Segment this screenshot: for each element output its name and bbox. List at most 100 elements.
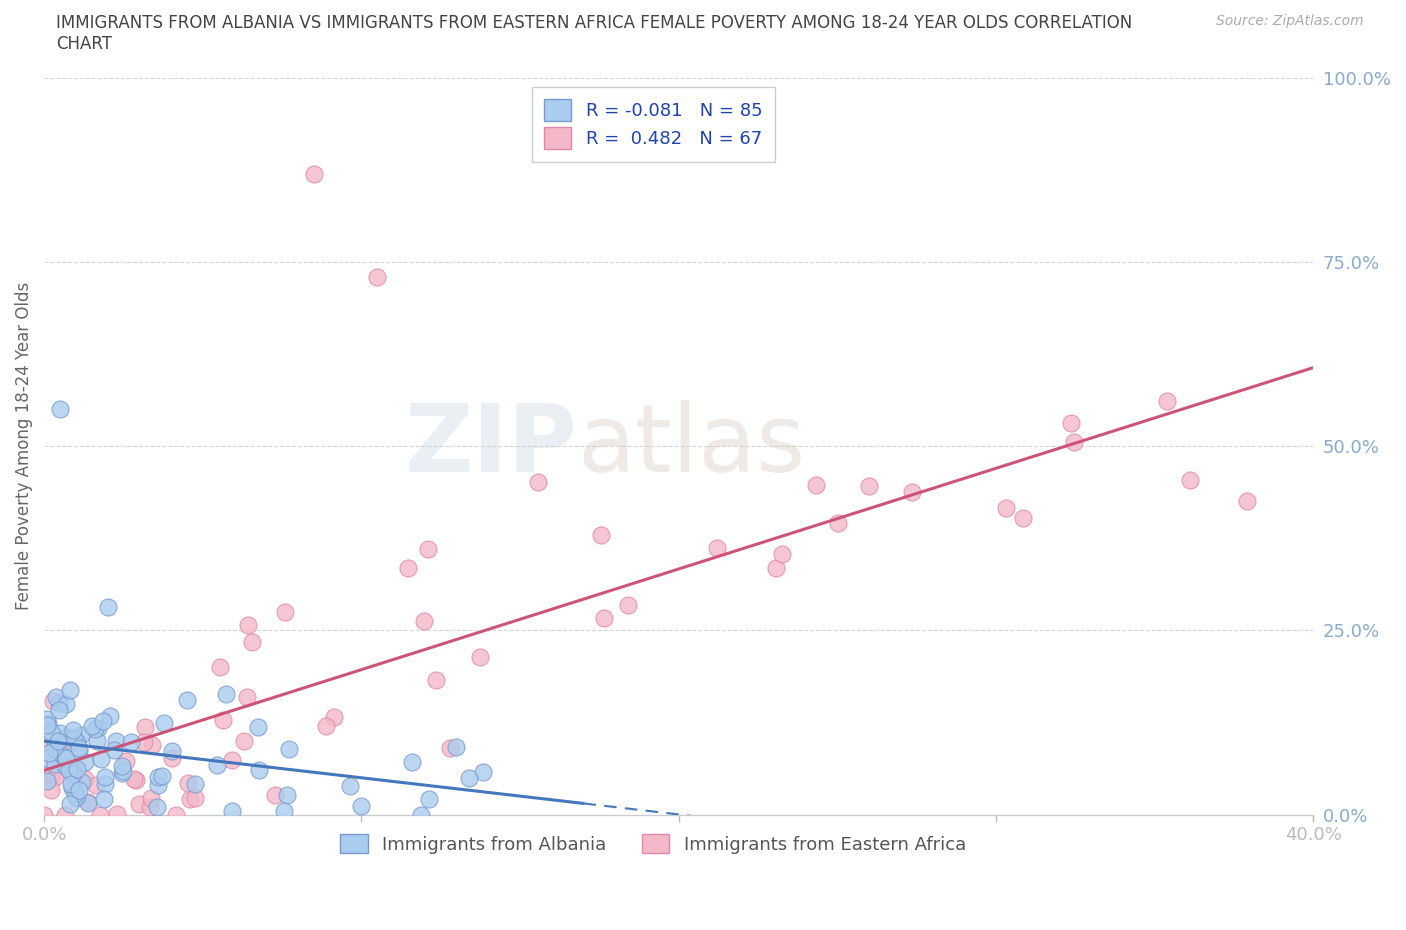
Point [66, 762, 89, 777]
Point [1011, 511, 1033, 525]
Point [302, 166, 325, 181]
Point [76, 795, 98, 810]
Point [55, 760, 77, 775]
Point [44, 739, 66, 754]
Point [110, 765, 132, 780]
Point [444, 740, 467, 755]
Point [153, 716, 176, 731]
Point [38, 746, 60, 761]
Point [146, 800, 169, 815]
Point [98, 709, 121, 724]
Point [67, 743, 90, 758]
Point [37, 774, 59, 789]
Text: IMMIGRANTS FROM ALBANIA VS IMMIGRANTS FROM EASTERN AFRICA FEMALE POVERTY AMONG 1: IMMIGRANTS FROM ALBANIA VS IMMIGRANTS FR… [56, 14, 1132, 32]
Point [44, 756, 66, 771]
Point [1063, 435, 1085, 450]
Point [53, 751, 76, 765]
Point [51, 748, 73, 763]
Point [32, 807, 55, 822]
Legend: Immigrants from Albania, Immigrants from Eastern Africa: Immigrants from Albania, Immigrants from… [333, 827, 973, 861]
Point [60, 780, 83, 795]
Point [165, 807, 187, 822]
Point [273, 804, 295, 818]
Point [1236, 494, 1258, 509]
Point [86, 734, 108, 749]
Point [70, 728, 93, 743]
Point [87, 721, 110, 736]
Point [46, 734, 69, 749]
Point [139, 800, 162, 815]
Point [44, 770, 66, 785]
Point [236, 689, 259, 704]
Point [236, 618, 259, 632]
Point [65, 790, 87, 804]
Point [63, 731, 86, 746]
Point [111, 759, 134, 774]
Point [62, 761, 84, 776]
Text: Source: ZipAtlas.com: Source: ZipAtlas.com [1216, 14, 1364, 28]
Point [58, 763, 80, 777]
Point [160, 744, 183, 759]
Point [209, 659, 232, 674]
Point [35, 767, 58, 782]
Point [141, 737, 163, 752]
Point [63, 787, 86, 802]
Point [91, 713, 114, 728]
Point [55, 697, 77, 711]
Point [457, 770, 479, 785]
Point [37, 716, 59, 731]
Point [315, 718, 337, 733]
Point [184, 790, 207, 805]
Point [706, 541, 728, 556]
Point [120, 735, 142, 750]
Point [470, 650, 492, 665]
Point [66, 735, 89, 750]
Point [105, 734, 128, 749]
Point [56, 730, 79, 745]
Point [48, 702, 70, 717]
Point [89, 807, 111, 822]
Point [177, 776, 200, 790]
Point [264, 787, 287, 802]
Point [67, 783, 90, 798]
Point [53, 807, 76, 822]
Point [278, 741, 301, 756]
Point [84, 722, 107, 737]
Point [38, 736, 60, 751]
Point [134, 735, 156, 750]
Point [49, 725, 72, 740]
Point [42, 694, 65, 709]
Y-axis label: Female Poverty Among 18-24 Year Olds: Female Poverty Among 18-24 Year Olds [15, 282, 32, 610]
Point [770, 547, 793, 562]
Point [69, 740, 91, 755]
Point [211, 712, 233, 727]
Point [249, 763, 271, 777]
Point [55, 751, 77, 766]
Point [39, 782, 62, 797]
Point [56, 732, 79, 747]
Point [246, 720, 269, 735]
Point [44, 690, 66, 705]
Point [103, 742, 125, 757]
Point [827, 516, 849, 531]
Point [589, 527, 612, 542]
Point [322, 710, 344, 724]
Point [59, 777, 82, 791]
Point [1060, 416, 1083, 431]
Point [111, 764, 134, 778]
Point [62, 766, 84, 781]
Text: atlas: atlas [576, 400, 806, 492]
Point [901, 485, 924, 499]
Point [148, 777, 170, 792]
Point [148, 769, 170, 784]
Point [37, 718, 59, 733]
Point [274, 604, 297, 619]
Point [73, 772, 96, 787]
Point [221, 752, 243, 767]
Point [115, 753, 138, 768]
Point [160, 751, 183, 765]
Point [122, 772, 145, 787]
Point [240, 635, 263, 650]
Point [97, 599, 120, 614]
Point [276, 788, 298, 803]
